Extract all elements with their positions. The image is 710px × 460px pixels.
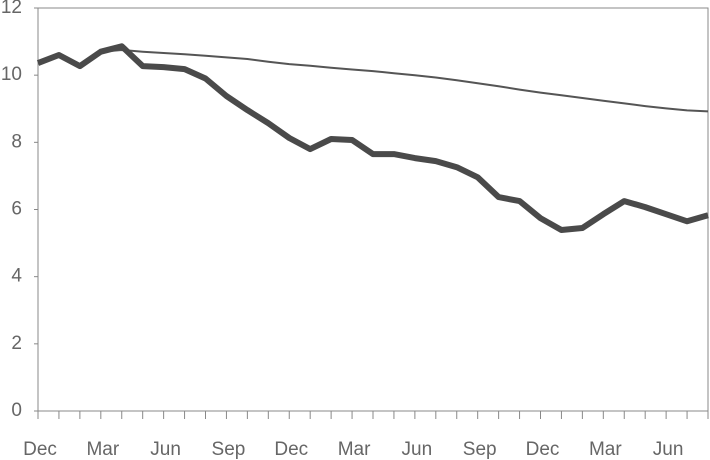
- x-tick-label: Mar: [86, 439, 119, 460]
- y-tick-label: 2: [11, 333, 22, 354]
- x-tick-label: Dec: [526, 439, 560, 460]
- x-tick-label: Dec: [23, 439, 57, 460]
- x-tick-label: Jun: [653, 439, 684, 460]
- data-line: [100, 49, 709, 113]
- y-tick-label: 6: [11, 199, 22, 220]
- x-tick-label: Jun: [150, 439, 181, 460]
- x-tick-label: Sep: [463, 439, 497, 460]
- x-tick-label: Mar: [338, 439, 371, 460]
- x-tick-label: Mar: [589, 439, 622, 460]
- y-tick-label: 4: [11, 266, 22, 287]
- x-tick-label: Sep: [212, 439, 246, 460]
- data-line: [36, 43, 709, 233]
- y-tick-label: 8: [11, 131, 22, 152]
- y-tick-label: 0: [11, 400, 22, 421]
- x-tick-label: Dec: [274, 439, 308, 460]
- x-tick-label: Jun: [402, 439, 433, 460]
- y-tick-label: 10: [1, 64, 22, 85]
- y-tick-label: 12: [1, 0, 22, 18]
